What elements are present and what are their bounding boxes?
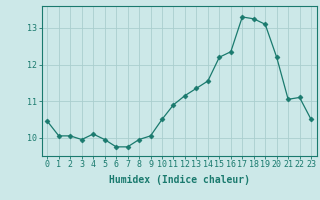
X-axis label: Humidex (Indice chaleur): Humidex (Indice chaleur)	[109, 175, 250, 185]
